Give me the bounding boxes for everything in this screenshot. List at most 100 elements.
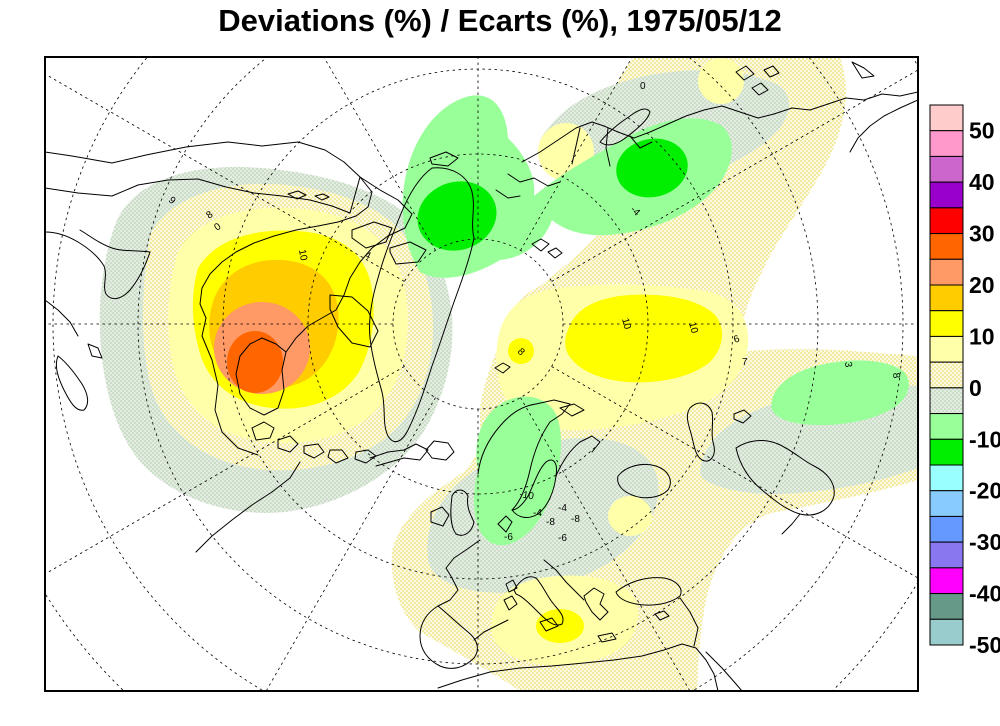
- coastline: [781, 513, 801, 535]
- region-north-america-max-25-30: [227, 331, 283, 393]
- station-value-label: 10: [296, 249, 309, 262]
- coastline: [555, 435, 601, 477]
- coastline: [849, 99, 918, 153]
- coastline: [511, 421, 551, 511]
- coastline: [629, 135, 653, 149]
- coastline: [45, 141, 361, 178]
- coastline: [437, 539, 481, 607]
- colorbar-cell: [929, 155, 964, 183]
- station-value-label: -10: [518, 489, 535, 502]
- station-value-label: -6: [504, 532, 513, 543]
- colorbar-cell: [929, 361, 964, 389]
- colorbar-cell: [929, 284, 964, 312]
- region-anatolia-5-10: [608, 496, 652, 536]
- station-value-label: -6: [558, 533, 567, 544]
- station-value-label: 4: [363, 250, 373, 263]
- station-value-label: 9: [166, 195, 178, 207]
- coastline: [851, 61, 875, 79]
- station-value-label: 3: [842, 361, 853, 368]
- region-siberia-minus10-15: [616, 138, 688, 198]
- coastline: [351, 221, 393, 249]
- coastline: [287, 190, 307, 200]
- station-value-label: 8: [204, 209, 215, 221]
- station-value-label: -8: [546, 517, 555, 528]
- coastline: [314, 193, 330, 201]
- coastline: [430, 506, 450, 527]
- coastline: [277, 435, 299, 453]
- coastline: [571, 127, 581, 165]
- coastline: [235, 337, 287, 416]
- coastline: [495, 189, 521, 199]
- colorbar-cell: [929, 618, 964, 646]
- colorbar-cell: [929, 387, 964, 415]
- colorbar-tick-label: -50: [969, 632, 1000, 658]
- page-title: Deviations (%) / Ecarts (%), 1975/05/12: [218, 3, 782, 38]
- coastline: [425, 440, 455, 461]
- coastline: [679, 597, 699, 647]
- coastline: [79, 229, 151, 253]
- coastlines: [45, 61, 918, 691]
- region-mediterranean-10-15: [536, 609, 584, 643]
- coastline: [369, 167, 475, 443]
- coastline: [55, 355, 89, 411]
- coastline: [617, 463, 671, 499]
- colorbar-cell: [929, 541, 964, 569]
- colorbar-tick-label: -20: [969, 478, 1000, 504]
- coastline: [329, 294, 379, 348]
- coastline: [503, 595, 518, 611]
- colorbar-tick-label: 50: [969, 118, 995, 144]
- coastline: [511, 459, 557, 518]
- coastline: [285, 176, 413, 353]
- coastline: [539, 617, 559, 632]
- coastline: [605, 127, 611, 167]
- colorbar-tick-label: -40: [969, 581, 1000, 607]
- station-value-label: -8: [571, 514, 580, 525]
- coastline: [735, 65, 755, 81]
- coastline: [473, 619, 509, 641]
- region-kazakhstan-minus5-10: [771, 360, 909, 426]
- coastline: [505, 579, 518, 593]
- colorbar-cell: [929, 464, 964, 492]
- coastline: [354, 449, 377, 464]
- station-value-label: -4: [558, 503, 567, 514]
- coastline: [195, 461, 301, 553]
- latitude-circle: [52, 57, 904, 691]
- coastline: [686, 402, 715, 462]
- coastline: [251, 421, 275, 441]
- region-greenland-minus10-15: [417, 181, 497, 251]
- coastline: [654, 610, 670, 621]
- coastline: [513, 576, 564, 626]
- region-arctic-islands-5-10: [698, 58, 744, 104]
- station-value-label: 0: [640, 81, 646, 92]
- colorbar-tick-label: 0: [969, 375, 982, 401]
- coastline: [507, 173, 561, 187]
- latitude-circle: [137, 57, 819, 665]
- colorbar-tick-label: 30: [969, 221, 995, 247]
- coastline: [429, 151, 459, 167]
- coastline: [327, 449, 349, 464]
- colorbar-tick-label: -10: [969, 426, 1000, 452]
- coastline: [599, 108, 651, 146]
- region-scandinavia-minus5-10: [474, 396, 561, 546]
- station-value-label: 8: [890, 372, 901, 379]
- region-svalbard-spot-10-15: [508, 338, 534, 364]
- map-frame: [44, 56, 919, 692]
- colorbar-cell: [929, 490, 964, 517]
- colorbar-cell: [929, 258, 964, 286]
- coastline: [559, 403, 585, 417]
- coastline: [597, 632, 617, 643]
- coastline: [45, 176, 361, 214]
- coastline: [733, 409, 752, 424]
- colorbar-cell: [929, 335, 964, 363]
- region-central-russia-10-15: [565, 294, 723, 383]
- coastline: [751, 82, 769, 96]
- coastline: [45, 299, 79, 337]
- station-value-label: -4: [533, 508, 542, 519]
- coastline: [477, 399, 571, 475]
- colorbar-cell: [929, 567, 964, 595]
- colorbar-tick-label: -30: [969, 529, 1000, 555]
- coastline: [437, 643, 719, 691]
- coastline: [763, 65, 780, 78]
